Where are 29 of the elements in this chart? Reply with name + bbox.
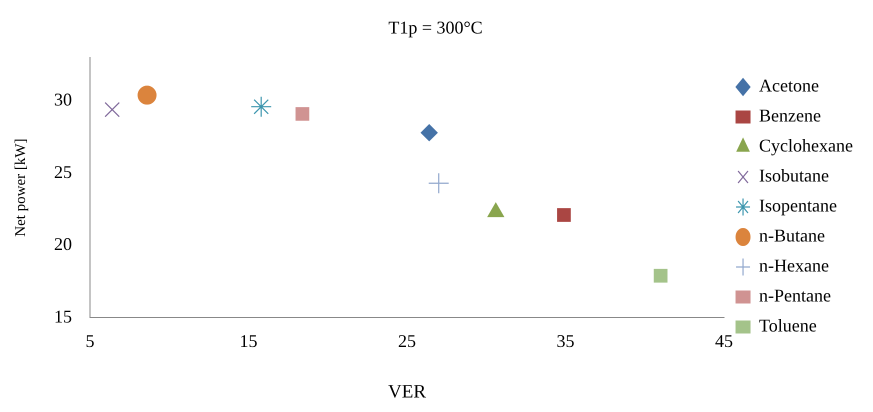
- x-tick-label: 25: [398, 331, 416, 352]
- x-tick-label: 5: [86, 331, 94, 352]
- point: [104, 102, 120, 118]
- point: [296, 107, 310, 121]
- legend-label: n-Hexane: [759, 256, 830, 276]
- point: [557, 208, 571, 222]
- y-tick-label: 30: [54, 90, 72, 110]
- x-tick-label: 45: [715, 331, 734, 352]
- legend-label: Toluene: [759, 316, 817, 336]
- point: [654, 268, 668, 283]
- y-tick-label: 25: [54, 162, 72, 182]
- legend-label: n-Pentane: [759, 286, 832, 306]
- point: [138, 86, 157, 105]
- point: [250, 96, 272, 118]
- y-axis-title: Net power [kW]: [12, 138, 29, 237]
- legend-label: Acetone: [759, 76, 820, 96]
- x-tick-label: 15: [240, 331, 258, 352]
- chart-title: T1p = 300°C: [388, 18, 483, 38]
- x-axis-title: VER: [388, 382, 426, 403]
- y-tick-label: 15: [54, 306, 72, 326]
- legend-label: Cyclohexane: [759, 136, 854, 156]
- y-tick-label: 20: [54, 234, 72, 254]
- legend-label: Benzene: [759, 106, 822, 126]
- legend-label: n-Butane: [759, 226, 826, 246]
- x-tick-label: 35: [556, 331, 575, 352]
- legend-label: Isopentane: [759, 196, 838, 216]
- point: [428, 172, 450, 194]
- legend-label: Isobutane: [759, 166, 830, 186]
- point: [420, 124, 438, 142]
